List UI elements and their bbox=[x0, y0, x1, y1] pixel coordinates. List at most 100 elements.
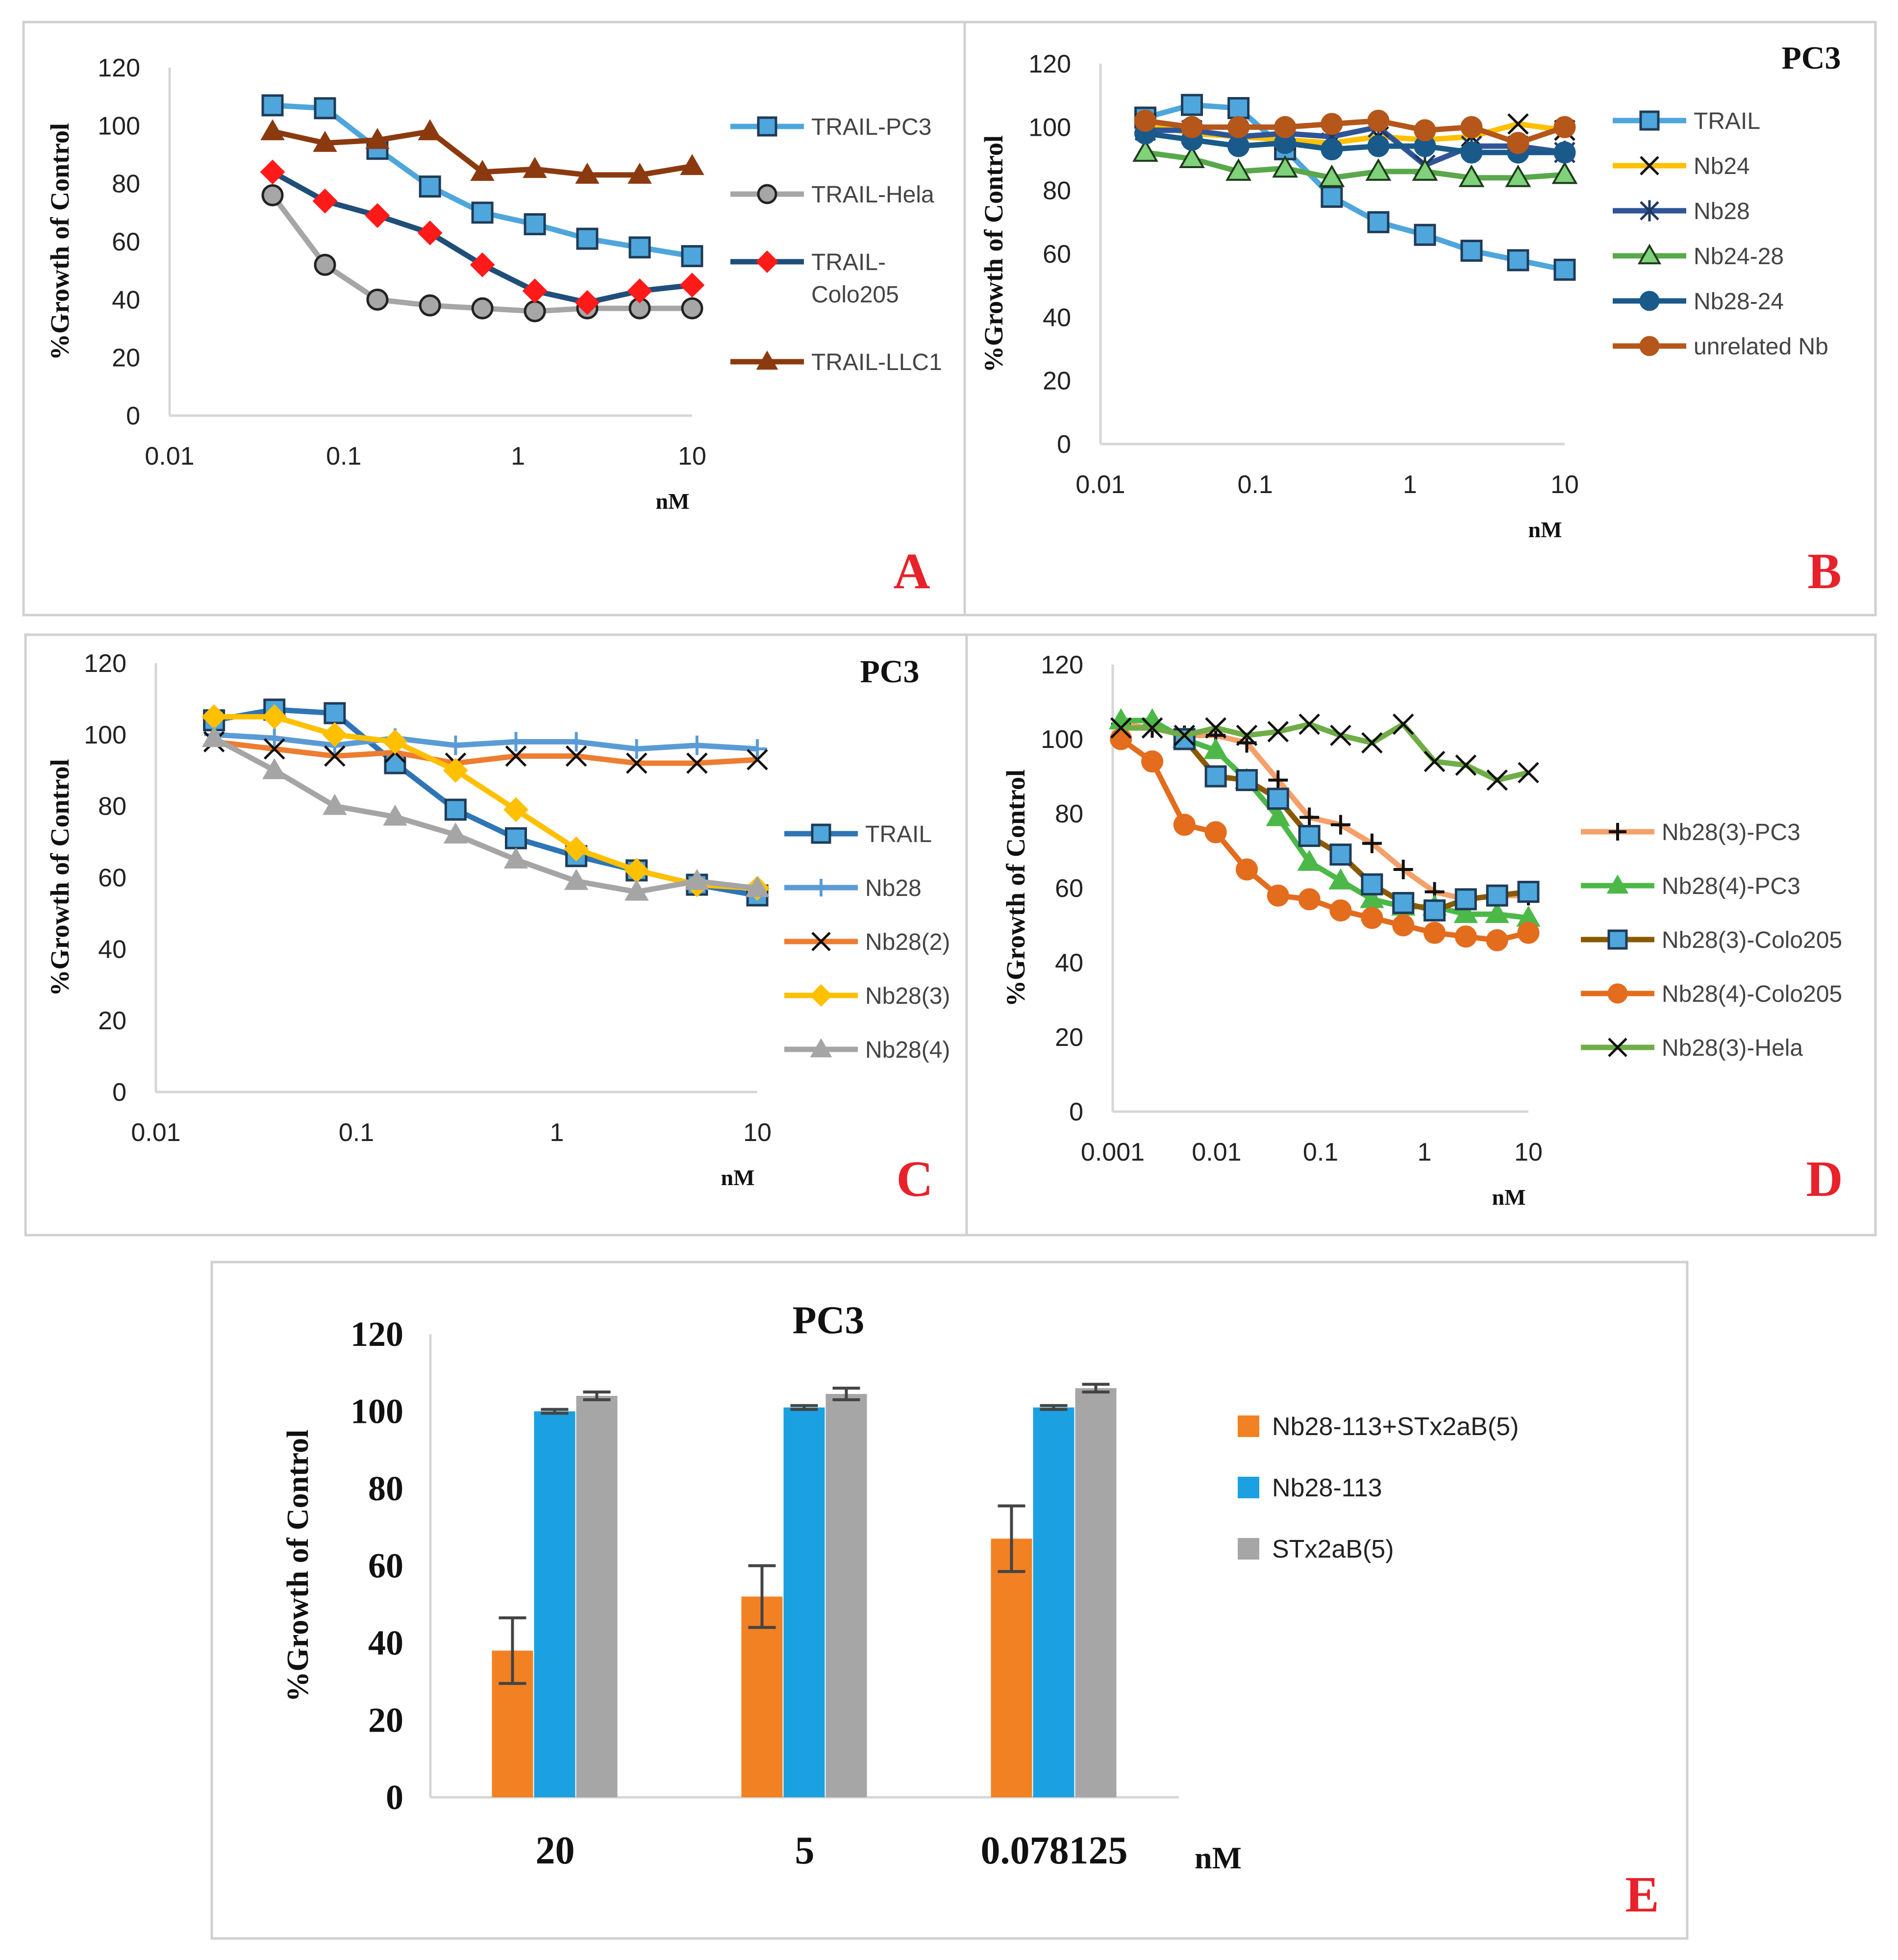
panel-d-y-tick-label: 20 bbox=[1055, 1023, 1083, 1052]
panel-d-series-nb28-4-pc3-point bbox=[1328, 868, 1353, 890]
panel-d-series-nb28-3-colo205-point bbox=[1392, 892, 1415, 914]
panel-letter-d: D bbox=[1806, 1151, 1843, 1207]
panel-c-legend-nb28-4-label: Nb28(4) bbox=[865, 1037, 950, 1063]
panel-d-series-nb28-3-hela-point bbox=[1486, 769, 1508, 791]
panel-c-series-nb28-4-point bbox=[201, 726, 226, 747]
panel-e-bar-nb28-113-stx2ab-5 bbox=[741, 1596, 783, 1797]
panel-b-legend-nb24-28-swatch-marker bbox=[1637, 244, 1662, 265]
panel-e-legend-swatch-stx2ab-5 bbox=[1238, 1538, 1259, 1560]
panel-e-y-tick-label: 20 bbox=[368, 1701, 403, 1740]
panel-a-x-axis-label: nM bbox=[656, 489, 690, 514]
panel-d-series-nb28-4-colo205-point bbox=[1424, 921, 1446, 944]
panel-d-legend-nb28-3-pc3-swatch-marker bbox=[1609, 823, 1626, 841]
panel-d-series-nb28-4-colo205-point bbox=[1110, 728, 1132, 750]
panel-e-legend-label-nb28-113-stx2ab-5: Nb28-113+STx2aB(5) bbox=[1272, 1413, 1519, 1441]
panel-a-series-trail-hela-point bbox=[261, 184, 284, 206]
panel-e-x-tick-label: 20 bbox=[536, 1829, 575, 1872]
panel-d-series-nb28-3-hela-point bbox=[1330, 724, 1351, 746]
panel-a-series-trail-pc3-point bbox=[628, 236, 651, 259]
panel-c-series-nb28-2-point bbox=[565, 745, 587, 767]
panel-d-series-nb28-3-colo205-point bbox=[1329, 844, 1352, 866]
panel-b-legend-unrelated-nb-swatch-marker bbox=[1639, 336, 1660, 356]
panel-c-series-nb28-4-point bbox=[685, 868, 709, 890]
panel-d-frame bbox=[965, 633, 1877, 1237]
panel-a-series-trail-hela-point bbox=[366, 288, 389, 311]
panel-a-series-trail-llc1-point bbox=[523, 157, 547, 178]
panel-e-y-tick-label: 120 bbox=[350, 1315, 403, 1354]
panel-d-series-nb28-3-colo205-point bbox=[1267, 788, 1289, 810]
panel-d-series-nb28-3-colo205-point bbox=[1454, 888, 1477, 911]
panel-letter-c: C bbox=[896, 1151, 933, 1207]
panel-c-series-nb28-3-point bbox=[262, 704, 287, 729]
panel-b-series-unrelated-nb-point bbox=[1414, 119, 1436, 142]
panel-e-error-bar bbox=[832, 1387, 860, 1401]
panel-c-series-nb28-4-point bbox=[323, 794, 347, 815]
panel-b-legend-nb28-swatch-marker bbox=[1640, 200, 1659, 222]
panel-b-series-trail-point bbox=[1414, 223, 1436, 246]
panel-e-error-bar bbox=[583, 1390, 611, 1401]
panel-b-legend-nb28-label: Nb28 bbox=[1694, 198, 1750, 224]
panel-d-series-nb28-4-colo205-point bbox=[1298, 888, 1321, 911]
panel-b-title: PC3 bbox=[1782, 40, 1841, 76]
panel-d-series-nb28-4-pc3-point bbox=[1453, 902, 1478, 923]
panel-a-legend-trail-hela-swatch-marker bbox=[757, 184, 777, 204]
panel-d-series-nb28-4-colo205-point bbox=[1173, 814, 1196, 836]
panel-b-series-nb24-28-point bbox=[1319, 164, 1345, 187]
panel-e-error-bar bbox=[1040, 1404, 1068, 1411]
panel-a-series-trail-pc3-point bbox=[576, 227, 599, 250]
panel-d-series-nb28-4-pc3-point bbox=[1203, 738, 1228, 759]
panel-c-series-nb28-3-point bbox=[322, 722, 348, 747]
panel-c-x-tick-label: 0.01 bbox=[131, 1118, 180, 1147]
panel-c-series-trail-point bbox=[324, 702, 346, 724]
panel-b-series-nb24-28-point bbox=[1505, 164, 1531, 187]
panel-a-series-trail-hela-point bbox=[419, 294, 441, 317]
panel-b-x-axis-label: nM bbox=[1528, 517, 1562, 542]
panel-d-legend-nb28-3-hela-swatch-marker bbox=[1608, 1038, 1627, 1057]
panel-a-series-trail-colo205-point bbox=[574, 290, 600, 315]
panel-d-series-nb28-3-pc3-point bbox=[1362, 833, 1382, 853]
panel-e-bar-nb28-113-stx2ab-5 bbox=[991, 1538, 1032, 1797]
panel-d-legend-nb28-4-colo205-swatch-marker bbox=[1607, 983, 1628, 1004]
panel-b-series-unrelated-nb-point bbox=[1274, 116, 1297, 138]
panel-a-series-trail-pc3-point bbox=[681, 245, 703, 268]
panel-c-legend-nb28-label: Nb28 bbox=[865, 875, 922, 901]
panel-e-title: PC3 bbox=[793, 1299, 865, 1342]
panel-a-x-tick-label: 1 bbox=[511, 442, 525, 471]
panel-b-series-nb24-28-point bbox=[1551, 161, 1578, 184]
panel-d-y-tick-label: 0 bbox=[1069, 1098, 1083, 1126]
panel-d-series-nb28-4-colo205-point bbox=[1141, 750, 1164, 773]
panel-c-y-tick-label: 100 bbox=[84, 721, 126, 749]
panel-c-series-nb28-3-line bbox=[214, 714, 758, 891]
panel-c-series-nb28-2-point bbox=[505, 745, 527, 767]
panel-a-series-trail-llc1-point bbox=[575, 162, 599, 184]
panel-a-legend-trail-llc1-swatch-marker bbox=[756, 350, 778, 370]
panel-c-series-trail-point bbox=[505, 827, 527, 849]
panel-e-error-bar bbox=[748, 1564, 776, 1629]
panel-a-series-trail-colo205-point bbox=[260, 159, 285, 185]
panel-c-legend-trail-label: TRAIL bbox=[865, 821, 932, 847]
panel-d-legend-nb28-4-pc3-label: Nb28(4)-PC3 bbox=[1662, 873, 1800, 899]
panel-b-legend-nb24-swatch-marker bbox=[1640, 156, 1659, 175]
panel-b-series-nb28-line bbox=[1145, 124, 1565, 168]
panel-e-error-bar bbox=[541, 1408, 569, 1415]
panel-b-legend-nb24-28-label: Nb24-28 bbox=[1694, 244, 1784, 270]
panel-d-legend-nb28-3-colo205-label: Nb28(3)-Colo205 bbox=[1662, 927, 1842, 953]
chart-d: 0 20 40 60 80 100 120 0.001 0.01 0.1 1 10 nM %Growth … bbox=[1001, 651, 1842, 1210]
panel-d-legend-nb28-3-colo205-swatch-marker bbox=[1607, 929, 1628, 950]
panel-c-legend-nb28-swatch-marker bbox=[812, 879, 830, 896]
panel-b-x-tick-label: 10 bbox=[1550, 471, 1579, 499]
panel-d-series-nb28-4-colo205-point bbox=[1361, 907, 1383, 929]
panel-b-series-nb28-24-point bbox=[1460, 141, 1483, 164]
panel-c-series-nb28-4-line bbox=[213, 736, 758, 895]
panel-d-x-tick-label: 0.01 bbox=[1192, 1138, 1241, 1166]
panel-c-series-nb28-4-point bbox=[383, 804, 407, 826]
panel-b-series-unrelated-nb-point bbox=[1367, 109, 1390, 132]
panel-c-y-tick-label: 120 bbox=[84, 649, 126, 678]
panel-a-series-trail-llc1-point bbox=[680, 154, 704, 175]
panel-a-legend-trail-colo205-label: TRAIL- bbox=[811, 249, 886, 275]
panel-c-legend-nb28-2-swatch-marker bbox=[811, 932, 831, 951]
panel-b-legend-unrelated-nb-label: unrelated Nb bbox=[1694, 334, 1828, 360]
panel-b-series-unrelated-nb-line bbox=[1145, 118, 1566, 146]
panel-d-legend-nb28-4-pc3-swatch-marker bbox=[1606, 874, 1629, 894]
panel-a-legend-trail-colo205-label: Colo205 bbox=[811, 282, 899, 308]
